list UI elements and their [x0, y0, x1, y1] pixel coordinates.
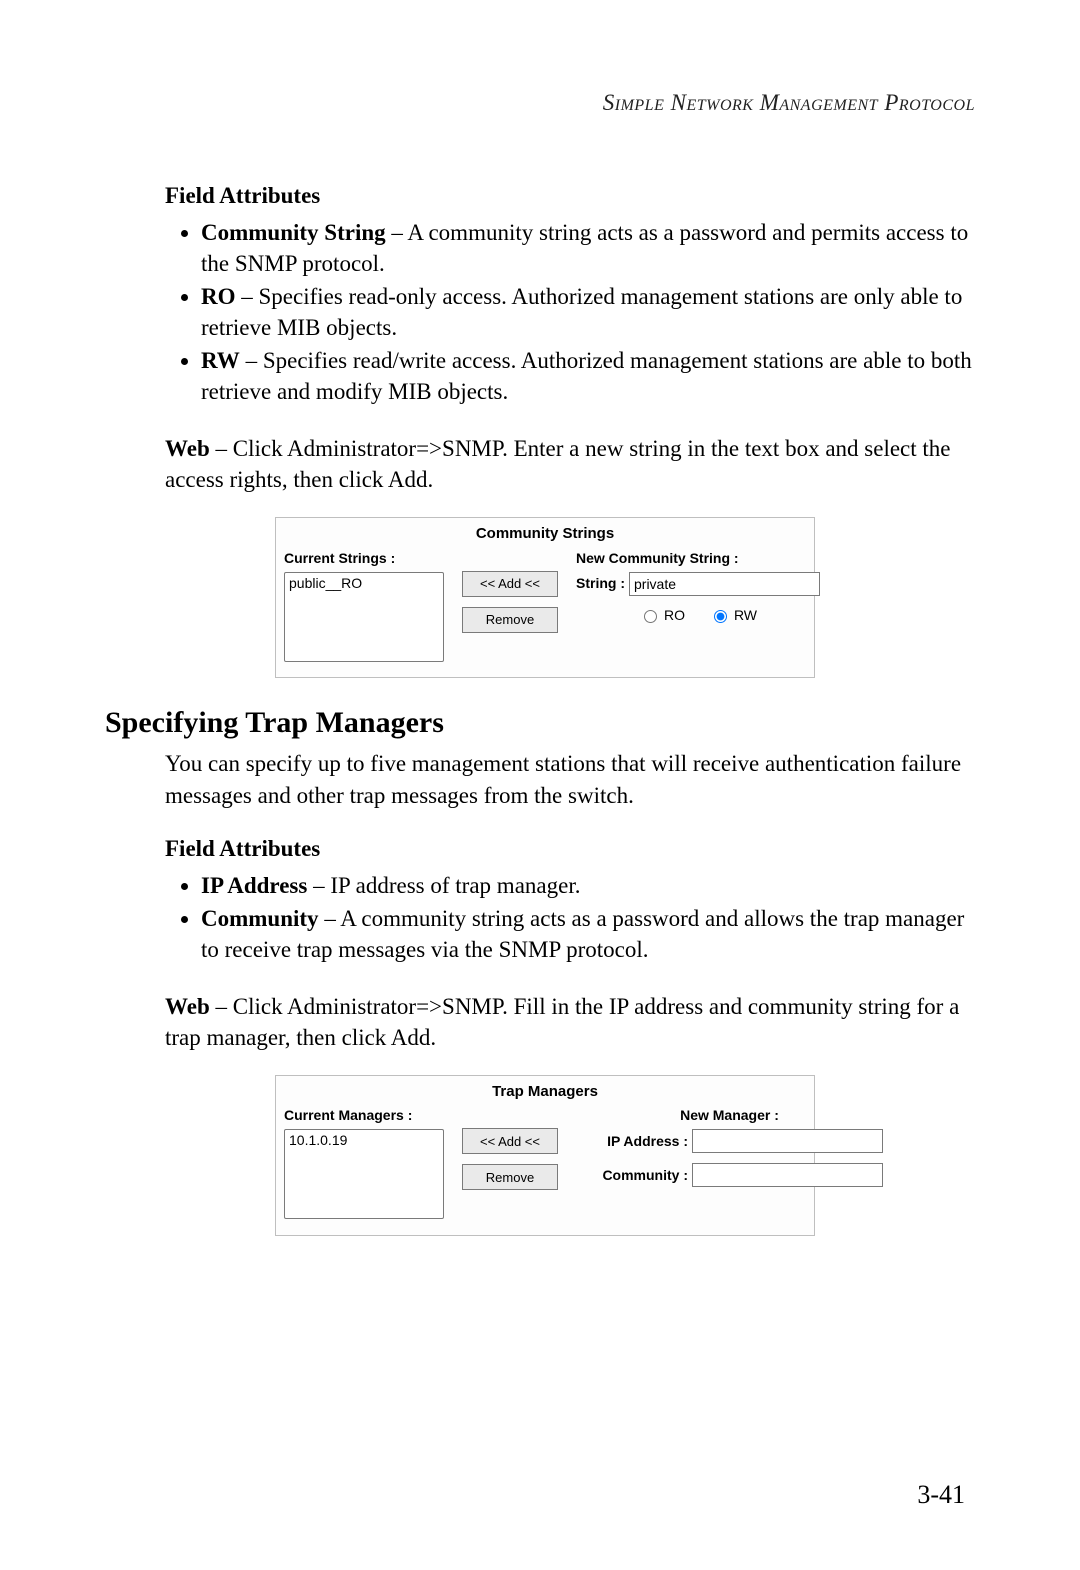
panel-title: Trap Managers	[284, 1082, 806, 1102]
web-desc: – Click Administrator=>SNMP. Fill in the…	[165, 994, 959, 1050]
ip-address-input[interactable]	[692, 1129, 883, 1153]
list-item: RO – Specifies read-only access. Authori…	[201, 281, 975, 343]
list-item: Community String – A community string ac…	[201, 217, 975, 279]
attributes-list-2: IP Address – IP address of trap manager.…	[165, 870, 975, 965]
access-radio-group: RO RW	[576, 606, 820, 625]
rw-radio-label[interactable]: RW	[709, 606, 757, 625]
community-input[interactable]	[692, 1163, 883, 1187]
attr-term: RO	[201, 284, 236, 309]
trap-managers-intro: You can specify up to five management st…	[165, 748, 975, 810]
add-button[interactable]: << Add <<	[462, 571, 558, 597]
attributes-list-1: Community String – A community string ac…	[165, 217, 975, 407]
section-heading-trap-managers: Specifying Trap Managers	[105, 706, 975, 740]
ip-address-label: IP Address :	[576, 1132, 688, 1151]
field-attributes-heading-1: Field Attributes	[165, 180, 975, 211]
current-strings-listbox[interactable]: public__RO	[284, 572, 444, 662]
listbox-option[interactable]: 10.1.0.19	[287, 1132, 441, 1150]
field-attributes-heading-2: Field Attributes	[165, 833, 975, 864]
ro-radio-label[interactable]: RO	[639, 606, 685, 625]
list-item: Community – A community string acts as a…	[201, 903, 975, 965]
page-number: 3-41	[917, 1480, 965, 1510]
current-managers-label: Current Managers :	[284, 1106, 444, 1125]
remove-button[interactable]: Remove	[462, 1164, 558, 1190]
ro-radio[interactable]	[644, 610, 657, 623]
attr-term: Community	[201, 906, 319, 931]
web-instruction-2: Web – Click Administrator=>SNMP. Fill in…	[165, 991, 975, 1053]
web-term: Web	[165, 436, 210, 461]
attr-desc: – Specifies read/write access. Authorize…	[201, 348, 972, 404]
attr-term: Community String	[201, 220, 386, 245]
running-head: Simple Network Management Protocol	[105, 90, 975, 116]
listbox-option[interactable]: public__RO	[287, 575, 441, 593]
new-manager-label: New Manager :	[576, 1106, 883, 1125]
list-item: IP Address – IP address of trap manager.	[201, 870, 975, 901]
trap-managers-panel: Trap Managers Current Managers : 10.1.0.…	[275, 1075, 815, 1236]
rw-radio[interactable]	[714, 610, 727, 623]
string-field-label: String :	[576, 574, 625, 593]
web-term: Web	[165, 994, 210, 1019]
rw-radio-text: RW	[734, 606, 757, 625]
list-item: RW – Specifies read/write access. Author…	[201, 345, 975, 407]
web-desc: – Click Administrator=>SNMP. Enter a new…	[165, 436, 951, 492]
current-managers-listbox[interactable]: 10.1.0.19	[284, 1129, 444, 1219]
add-button[interactable]: << Add <<	[462, 1128, 558, 1154]
community-label: Community :	[576, 1166, 688, 1185]
community-string-input[interactable]	[629, 572, 820, 596]
community-strings-panel: Community Strings Current Strings : publ…	[275, 517, 815, 678]
panel-title: Community Strings	[284, 524, 806, 544]
attr-desc: – IP address of trap manager.	[307, 873, 580, 898]
web-instruction-1: Web – Click Administrator=>SNMP. Enter a…	[165, 433, 975, 495]
remove-button[interactable]: Remove	[462, 607, 558, 633]
attr-desc: – Specifies read-only access. Authorized…	[201, 284, 962, 340]
attr-term: IP Address	[201, 873, 307, 898]
ro-radio-text: RO	[664, 606, 685, 625]
attr-term: RW	[201, 348, 240, 373]
current-strings-label: Current Strings :	[284, 549, 444, 568]
new-community-string-label: New Community String :	[576, 549, 820, 568]
